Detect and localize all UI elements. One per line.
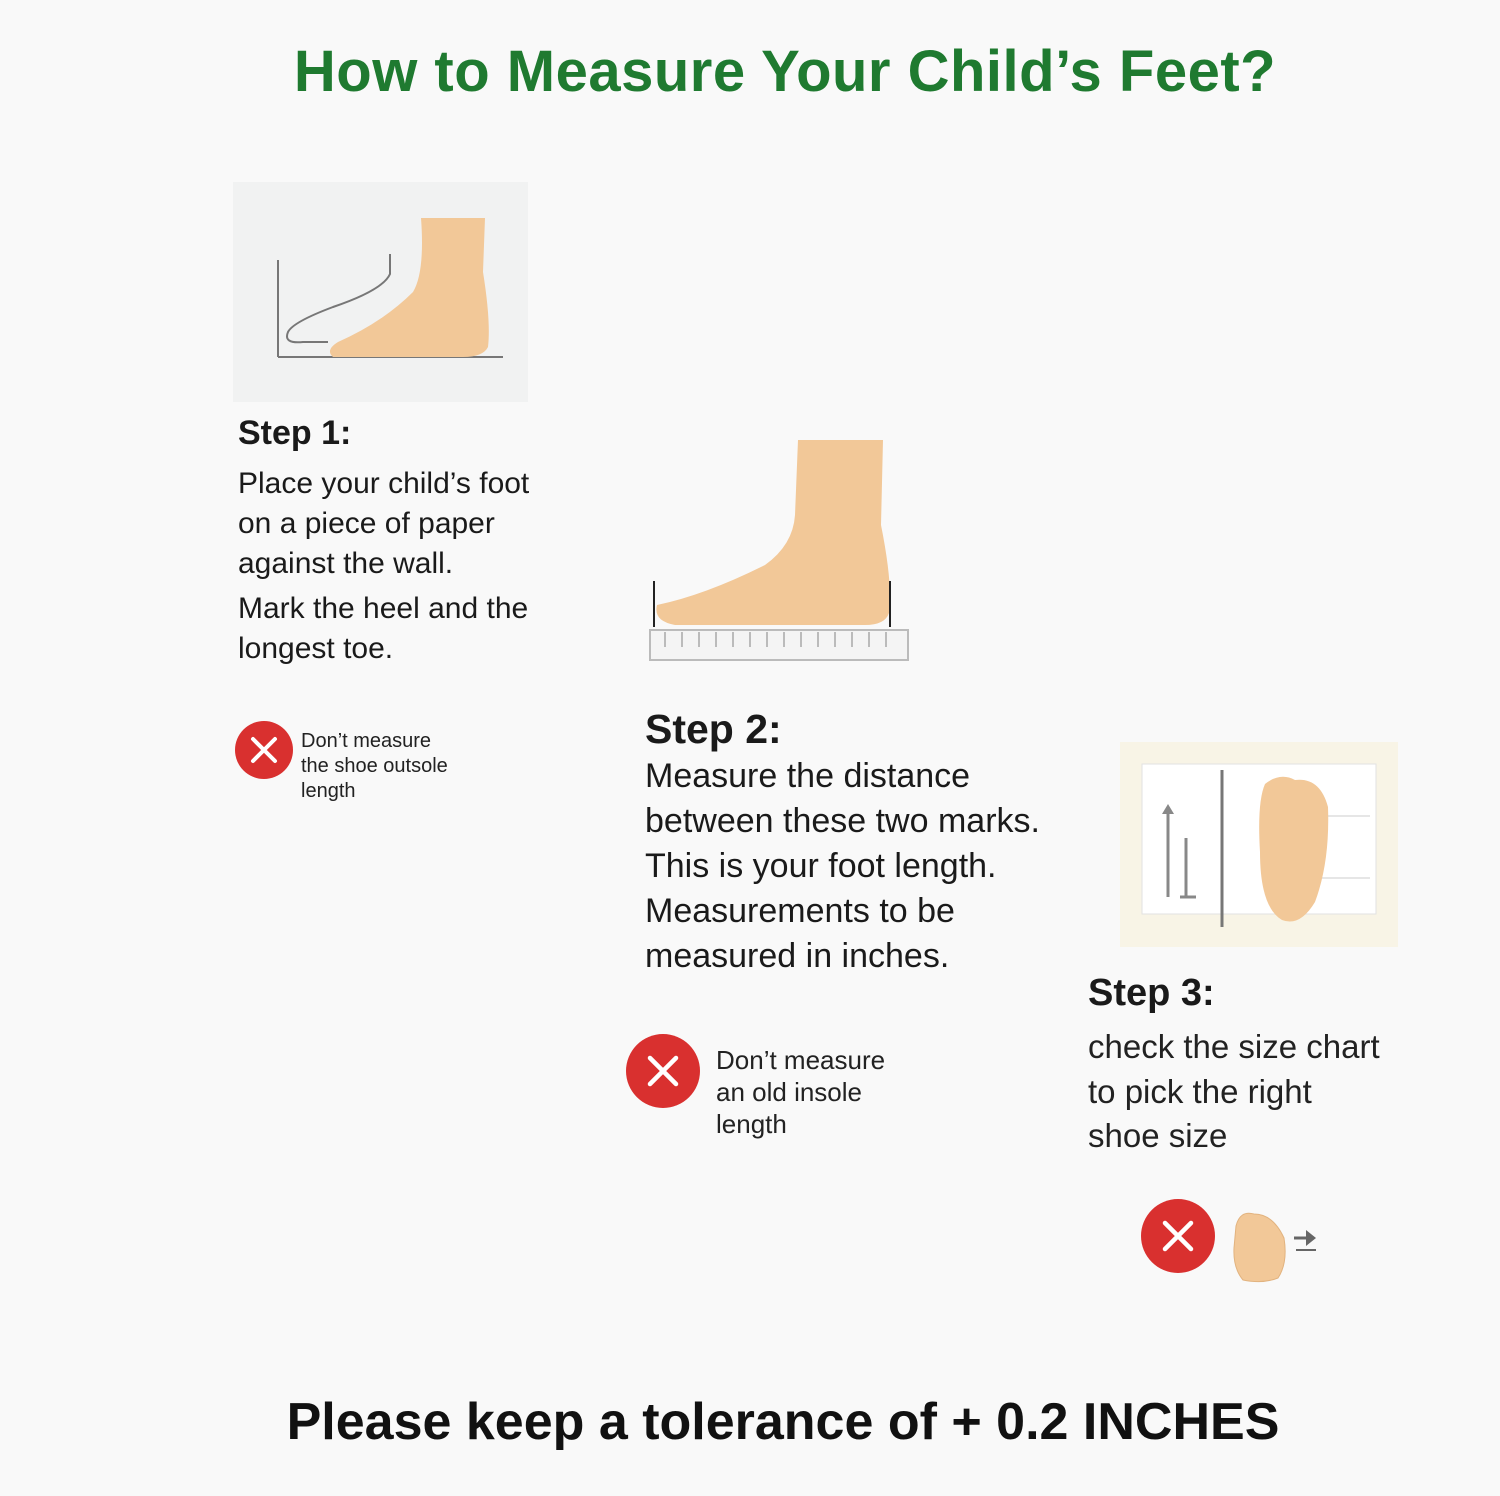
step3-heading: Step 3: — [1088, 972, 1215, 1014]
step3-line: shoe size — [1088, 1117, 1228, 1154]
warning-line: Don’t measure — [301, 730, 432, 752]
warning-line: an old insole — [716, 1077, 862, 1107]
step1-line: on a piece of paper — [238, 507, 495, 540]
step3-line: to pick the right — [1088, 1072, 1312, 1110]
step2-line: Measure the distance — [645, 757, 971, 795]
step1-heading: Step 1: — [238, 414, 352, 452]
page-title: How to Measure Your Child’s Feet? — [293, 39, 1277, 104]
warning-line: Don’t measure — [716, 1045, 886, 1075]
step1-warning: Don’t measure the shoe outsole length — [301, 729, 448, 804]
step2-heading: Step 2: — [645, 706, 782, 752]
warning-line: the shoe outsole — [301, 755, 448, 777]
tolerance-note: Please keep a tolerance of + 0.2 INCHES — [286, 1393, 1280, 1451]
step2-line: Measurements to be — [645, 892, 955, 930]
step2-line: measured in inches. — [645, 937, 950, 975]
step1-line: Mark the heel and the — [238, 592, 529, 625]
step2-line: between these two marks. — [645, 802, 1040, 840]
foot-size-chart-illustration — [1120, 742, 1398, 947]
step3-text: check the size chart to pick the right s… — [1088, 1025, 1380, 1159]
x-circle-icon — [235, 721, 293, 779]
small-foot-icon — [1233, 1212, 1316, 1283]
foot-on-ruler-illustration — [649, 440, 909, 661]
warning-line: length — [301, 780, 356, 802]
step1-text: Place your child’s foot on a piece of pa… — [238, 464, 529, 669]
x-circle-icon — [626, 1034, 700, 1108]
warning-line: length — [716, 1109, 787, 1139]
step2-text: Measure the distance between these two m… — [645, 754, 1040, 979]
x-circle-icon — [1141, 1199, 1215, 1273]
step1-line: against the wall. — [238, 547, 454, 580]
foot-against-wall-illustration — [233, 182, 528, 402]
step1-line: Place your child’s foot — [238, 467, 530, 500]
step1-line: longest toe. — [238, 632, 394, 665]
step2-line: This is your foot length. — [645, 847, 997, 885]
step3-line: check the size chart — [1088, 1028, 1380, 1065]
step2-warning: Don’t measure an old insole length — [716, 1044, 885, 1140]
